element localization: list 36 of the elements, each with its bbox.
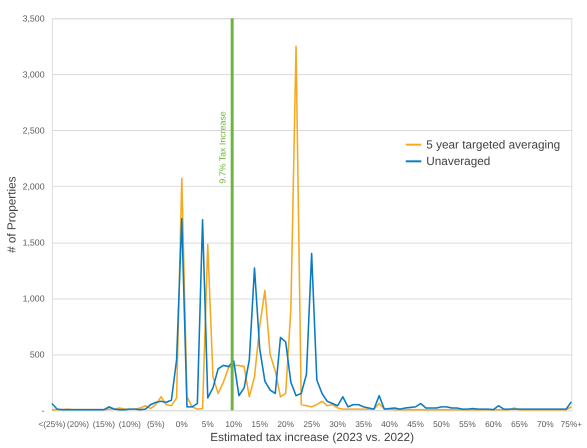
x-tick-label: 20% bbox=[277, 418, 295, 429]
y-tick-label: 1,500 bbox=[22, 238, 45, 248]
x-tick-label: 75%+ bbox=[560, 418, 582, 429]
x-tick-label: 50% bbox=[433, 418, 450, 429]
y-tick-label: - bbox=[42, 406, 45, 416]
legend-label: Unaveraged bbox=[426, 155, 490, 168]
y-tick-label: 3,000 bbox=[22, 70, 45, 80]
line-series bbox=[51, 45, 572, 410]
x-tick-label: 5% bbox=[202, 418, 214, 429]
y-tick-label: 3,500 bbox=[22, 14, 45, 24]
y-axis-title: # of Properties bbox=[6, 176, 19, 253]
x-tick-label: (10%) bbox=[118, 418, 142, 429]
x-tick-label: <(25%) bbox=[38, 418, 66, 429]
x-axis-title: Estimated tax increase (2023 vs. 2022) bbox=[210, 431, 414, 444]
y-tick-label: 1,000 bbox=[22, 294, 45, 304]
x-tick-label: 35% bbox=[355, 418, 372, 429]
x-tick-label: (20%) bbox=[66, 418, 90, 429]
x-tick-label: 15% bbox=[251, 418, 269, 429]
y-tick-label: 500 bbox=[30, 350, 45, 360]
x-tick-label: (15%) bbox=[92, 418, 116, 429]
x-tick-label: 70% bbox=[537, 418, 554, 429]
x-tick-label: (5%) bbox=[147, 418, 165, 429]
ref-line-label: 9.7% Tax Increase bbox=[217, 111, 228, 184]
y-tick-label: 2,000 bbox=[22, 182, 45, 192]
line-series bbox=[51, 218, 572, 410]
x-tick-label: 60% bbox=[485, 418, 502, 429]
y-tick-label: 2,500 bbox=[22, 126, 45, 136]
x-tick-label: 10% bbox=[225, 418, 243, 429]
x-tick-label: 45% bbox=[407, 418, 424, 429]
x-tick-label: 25% bbox=[303, 418, 321, 429]
x-tick-label: 65% bbox=[511, 418, 528, 429]
x-tick-label: 40% bbox=[381, 418, 398, 429]
x-tick-label: 0% bbox=[176, 418, 188, 429]
legend-label: 5 year targeted averaging bbox=[426, 138, 560, 152]
x-tick-label: 30% bbox=[329, 418, 347, 429]
x-tick-label: 55% bbox=[459, 418, 476, 429]
